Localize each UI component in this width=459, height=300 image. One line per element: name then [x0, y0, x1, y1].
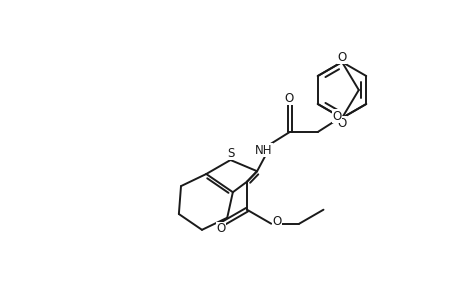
Text: O: O [284, 92, 293, 104]
Text: O: O [272, 215, 281, 228]
Text: NH: NH [254, 143, 272, 157]
Text: O: O [216, 222, 225, 235]
Text: O: O [336, 116, 346, 130]
Text: S: S [226, 146, 234, 160]
Text: O: O [336, 50, 346, 64]
Text: O: O [332, 110, 341, 122]
